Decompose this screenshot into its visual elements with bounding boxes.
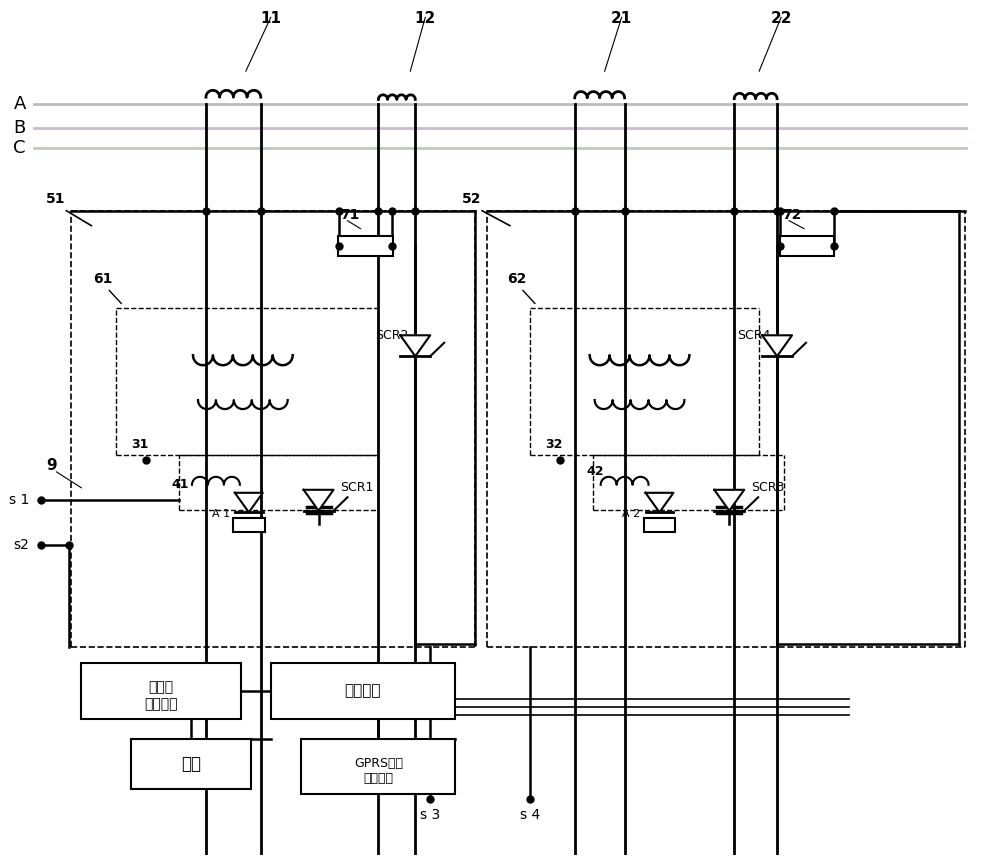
Polygon shape — [400, 336, 430, 356]
Text: SCR4: SCR4 — [737, 329, 771, 342]
Text: s 3: s 3 — [420, 808, 440, 822]
Bar — [81, 663, 241, 719]
Text: SCR1: SCR1 — [341, 481, 374, 494]
Text: 11: 11 — [260, 11, 281, 27]
Text: 电源: 电源 — [181, 755, 201, 773]
Bar — [233, 518, 265, 532]
Text: 51: 51 — [46, 192, 65, 205]
Text: 42: 42 — [587, 465, 604, 478]
Polygon shape — [304, 490, 334, 511]
Text: 控制装置: 控制装置 — [344, 684, 381, 698]
Bar — [644, 518, 675, 532]
Text: 21: 21 — [611, 11, 632, 27]
Polygon shape — [714, 490, 744, 511]
Text: 发送模块: 发送模块 — [363, 772, 393, 785]
Text: s 4: s 4 — [520, 808, 540, 822]
Text: SCR3: SCR3 — [751, 481, 785, 494]
Polygon shape — [235, 493, 263, 513]
Text: 71: 71 — [341, 208, 360, 222]
Text: A 1: A 1 — [212, 508, 230, 519]
Text: 22: 22 — [770, 11, 792, 27]
Text: GPRS远程: GPRS远程 — [354, 758, 403, 770]
Text: 52: 52 — [462, 192, 482, 205]
Text: 61: 61 — [94, 272, 113, 287]
Text: A 2: A 2 — [622, 508, 641, 519]
Bar — [131, 739, 251, 789]
Text: SCR2: SCR2 — [375, 329, 409, 342]
Bar — [271, 663, 455, 719]
Text: 12: 12 — [415, 11, 436, 27]
Text: B: B — [13, 119, 26, 137]
Bar — [338, 235, 393, 256]
Text: 41: 41 — [171, 478, 189, 490]
Text: 32: 32 — [545, 438, 562, 451]
Polygon shape — [646, 493, 673, 513]
Text: 62: 62 — [507, 272, 527, 287]
Text: C: C — [13, 139, 26, 157]
Bar — [301, 739, 455, 794]
Text: 31: 31 — [131, 438, 149, 451]
Text: s 1: s 1 — [9, 493, 30, 507]
Text: 显示与: 显示与 — [149, 681, 174, 694]
Bar — [780, 235, 834, 256]
Text: 72: 72 — [782, 208, 801, 222]
Text: 输入单元: 输入单元 — [144, 697, 178, 711]
Polygon shape — [762, 336, 792, 356]
Text: A: A — [13, 95, 26, 113]
Text: 9: 9 — [46, 458, 57, 473]
Text: s2: s2 — [14, 538, 30, 551]
